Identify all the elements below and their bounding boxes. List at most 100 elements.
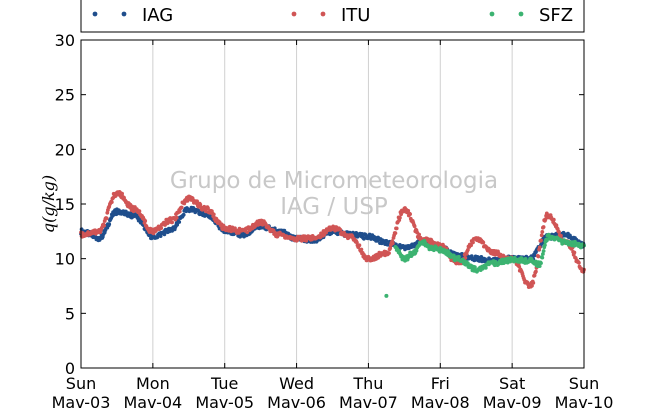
data-point: [539, 238, 543, 243]
data-point: [417, 232, 421, 237]
legend-label: ITU: [341, 5, 370, 26]
data-point: [387, 251, 391, 256]
data-point: [540, 255, 545, 260]
axes: SunMav-03MonMav-04TueMav-05WedMav-06ThuM…: [52, 31, 614, 409]
data-point: [195, 199, 200, 204]
legend-label: IAG: [142, 5, 173, 26]
y-tick-label: 5: [65, 304, 75, 323]
data-point: [357, 243, 362, 248]
data-point: [393, 231, 398, 236]
data-point: [541, 225, 546, 229]
data-point: [174, 215, 179, 220]
y-tick-label: 10: [55, 250, 75, 269]
legend-item-sfz: SFZ: [489, 5, 573, 26]
legend-box: [80, 0, 585, 33]
legend-marker: [489, 11, 495, 17]
data-point: [572, 250, 577, 255]
data-point: [398, 215, 402, 220]
data-point: [177, 220, 182, 224]
legend-marker: [121, 11, 127, 17]
data-point: [541, 252, 545, 256]
data-point: [412, 224, 417, 229]
data-point: [540, 230, 545, 234]
data-point: [179, 205, 184, 210]
data-point: [384, 293, 389, 298]
legend: IAG ITU SFZ: [80, 0, 585, 33]
data-point: [577, 260, 581, 265]
data-point: [457, 254, 461, 259]
x-tick-label-day: Sun: [66, 374, 96, 393]
data-point: [206, 206, 210, 211]
data-point: [170, 220, 175, 225]
series-sfz: [384, 232, 586, 298]
data-point: [543, 243, 547, 248]
legend-label: SFZ: [539, 5, 573, 26]
y-tick-label: 30: [55, 31, 75, 50]
data-point: [181, 212, 186, 217]
watermark-line-2: IAG / USP: [280, 194, 388, 220]
data-point: [466, 248, 470, 252]
data-point: [539, 261, 543, 265]
data-point: [414, 248, 419, 253]
data-point: [104, 216, 109, 221]
data-point: [537, 264, 542, 268]
data-point: [362, 236, 366, 241]
data-point: [107, 222, 112, 227]
x-tick-label-day: Tue: [210, 374, 238, 393]
data-point: [338, 227, 343, 232]
x-tick-label-day: Wed: [279, 374, 314, 393]
series-itu: [79, 190, 586, 289]
legend-item-itu: ITU: [291, 5, 370, 26]
data-point: [406, 208, 411, 213]
data-point: [211, 212, 216, 217]
data-point: [394, 226, 399, 231]
data-point: [304, 238, 309, 243]
x-tick-label-date: Mav-04: [123, 393, 182, 409]
x-tick-label-day: Mon: [136, 374, 170, 393]
y-axis-label: q(g/kg): [39, 175, 58, 233]
data-point: [539, 233, 544, 238]
data-point: [554, 223, 559, 228]
data-point: [388, 246, 393, 251]
data-point: [541, 249, 546, 253]
x-tick-label-day: Thu: [352, 374, 383, 393]
data-point: [532, 253, 537, 258]
data-point: [546, 232, 551, 237]
data-point: [109, 200, 114, 205]
data-point: [158, 234, 163, 239]
data-point: [483, 266, 488, 270]
plot-area: [79, 190, 586, 298]
data-point: [120, 191, 124, 196]
data-point: [137, 209, 142, 214]
data-point: [481, 240, 486, 245]
x-tick-label-date: Mav-10: [555, 393, 614, 409]
data-point: [544, 238, 549, 243]
data-point: [159, 226, 164, 231]
data-point: [177, 209, 182, 214]
y-tick-label: 20: [55, 140, 75, 159]
x-tick-label-day: Sat: [499, 374, 525, 393]
data-point: [534, 269, 538, 274]
legend-marker: [320, 11, 326, 17]
data-point: [471, 240, 475, 245]
x-tick-label-date: Mav-08: [411, 393, 470, 409]
legend-item-iag: IAG: [92, 5, 173, 26]
data-point: [359, 247, 364, 252]
x-tick-label-date: Mav-03: [52, 393, 111, 409]
x-tick-label-date: Mav-07: [339, 393, 398, 409]
data-point: [523, 257, 528, 261]
data-point: [162, 232, 167, 237]
data-point: [175, 222, 180, 227]
data-point: [408, 212, 412, 217]
data-point: [102, 223, 106, 228]
legend-marker: [518, 11, 524, 17]
y-tick-label: 15: [55, 195, 75, 214]
y-tick-label: 25: [55, 86, 75, 105]
y-tick-label: 0: [65, 359, 75, 378]
data-point: [559, 233, 563, 238]
data-point: [536, 254, 541, 259]
data-point: [551, 217, 556, 222]
x-tick-label-day: Sun: [569, 374, 599, 393]
watermark-line-1: Grupo de Micrometeorologia: [170, 168, 498, 194]
